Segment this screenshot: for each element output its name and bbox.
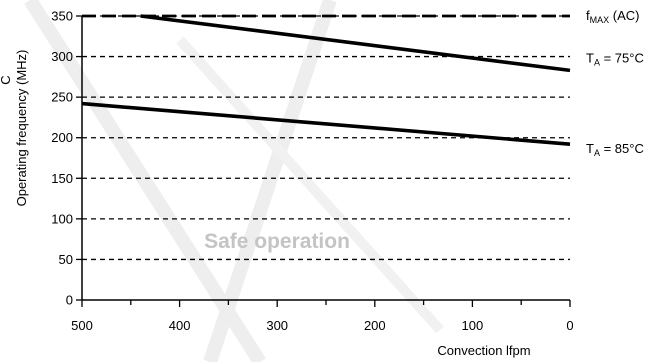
series-label-2: TA = 85°C [586, 141, 644, 158]
axes-layer: 0 50 100 150 200 250 300 350 500 400 300 200 100 0 [51, 9, 573, 334]
y-tick-label: 300 [51, 49, 73, 64]
series-label-rest: = 85°C [600, 141, 644, 156]
series-label-rest: = 75°C [600, 50, 644, 65]
y-axis-label: Operating frequency (MHz) [14, 50, 29, 207]
series-label-main: f [586, 8, 590, 23]
series-label-main: T [586, 141, 594, 156]
x-axis-label: Convection lfpm [437, 343, 530, 358]
annotation-safe-operation: Safe operation [204, 230, 350, 253]
series-line-2 [81, 101, 571, 146]
series-line-1 [140, 14, 571, 73]
clipped-axis-fragment: C [0, 75, 13, 84]
label-layer: fMAX (AC)TA = 75°CTA = 85°C [586, 8, 644, 158]
x-tick-label: 200 [364, 318, 386, 333]
series-label-main: T [586, 50, 594, 65]
series-label-sub: MAX [590, 15, 610, 25]
watermark-background [24, 0, 444, 362]
x-tick-label: 500 [71, 318, 93, 333]
y-tick-label: 150 [51, 171, 73, 186]
y-tick-label: 350 [51, 9, 73, 24]
y-tick-label: 250 [51, 90, 73, 105]
y-tick-label: 50 [59, 252, 73, 267]
series-label-rest: (AC) [609, 8, 639, 23]
series-label-0: fMAX (AC) [586, 8, 639, 25]
x-tick-label: 100 [462, 318, 484, 333]
y-tick-label: 100 [51, 211, 73, 226]
x-tick-label: 0 [566, 318, 573, 333]
series-label-sub: A [594, 148, 600, 158]
series-label-sub: A [594, 57, 600, 67]
series-label-1: TA = 75°C [586, 50, 644, 67]
series-layer [81, 14, 571, 146]
x-tick-label: 400 [169, 318, 191, 333]
y-tick-label: 200 [51, 130, 73, 145]
y-tick-label: 0 [66, 293, 73, 308]
x-tick-label: 300 [266, 318, 288, 333]
